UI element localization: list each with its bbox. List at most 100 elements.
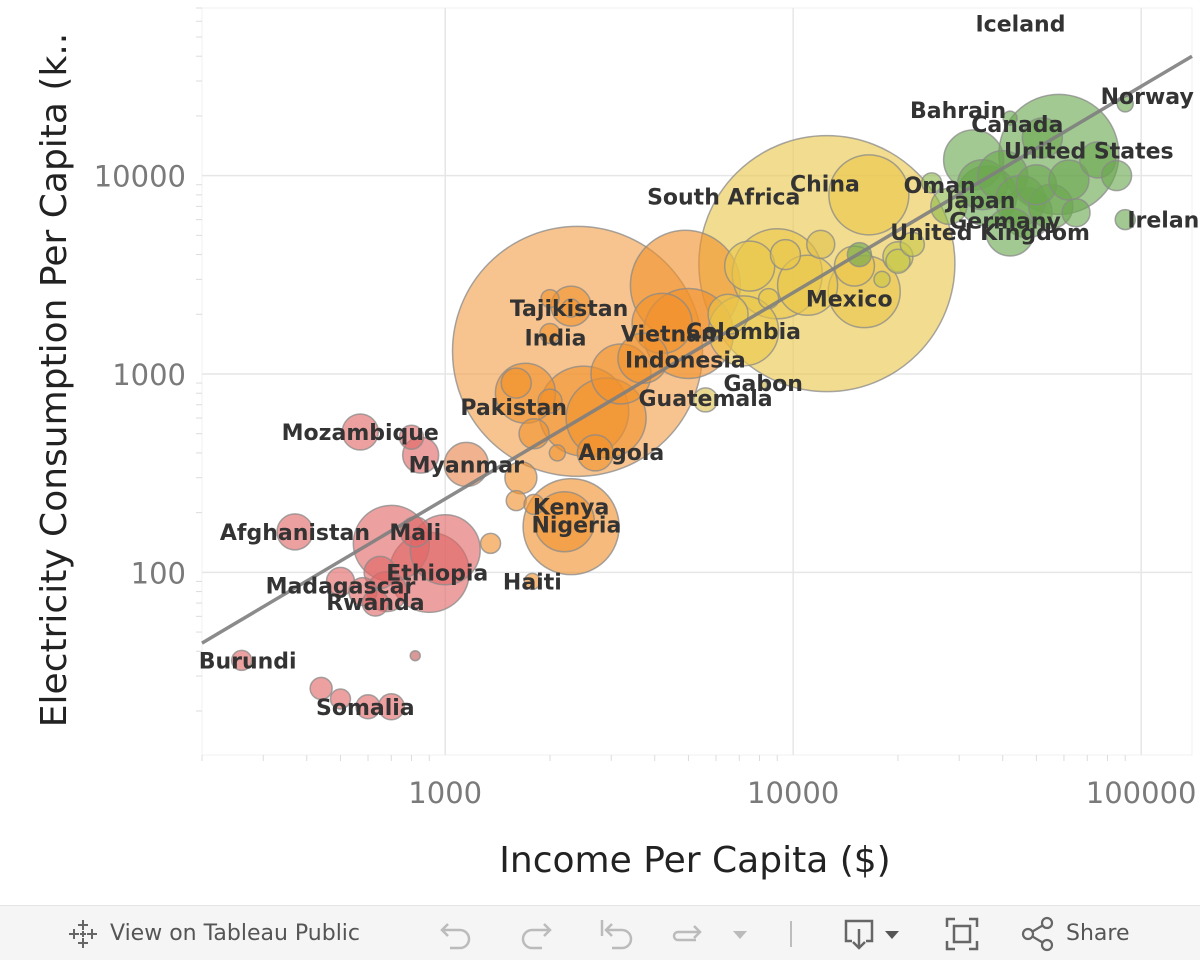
bubble[interactable]	[1114, 208, 1136, 231]
download-button[interactable]	[842, 906, 902, 961]
bubble[interactable]	[355, 694, 381, 720]
point-label: Myanmar	[409, 453, 525, 478]
bubble[interactable]	[398, 424, 425, 450]
refresh-button[interactable]	[668, 906, 708, 961]
point-label: Ireland	[1127, 209, 1200, 234]
point-label: Ethiopia	[386, 561, 488, 586]
point-label: Burundi	[199, 649, 297, 674]
x-tick-label: 1000	[408, 776, 482, 810]
view-on-tableau-public-button[interactable]: View on Tableau Public	[66, 906, 360, 961]
point-label: Colombia	[686, 320, 801, 345]
chart-area: Iceland Bahrain Norway Canada United States O…	[34, 7, 1200, 881]
undo-icon	[440, 922, 471, 949]
bubble[interactable]	[985, 207, 1035, 257]
bubble[interactable]	[1061, 197, 1091, 228]
point-label: Rwanda	[326, 591, 424, 616]
share-label: Share	[1066, 921, 1130, 946]
bubbles	[230, 93, 1136, 721]
revert-icon	[600, 919, 633, 949]
bubble[interactable]	[230, 649, 253, 672]
bubble[interactable]	[873, 270, 891, 289]
bubble[interactable]	[899, 231, 926, 258]
bubble[interactable]	[361, 589, 390, 617]
bubble[interactable]	[561, 298, 581, 318]
bubble[interactable]	[309, 676, 333, 701]
point-label: Somalia	[316, 696, 415, 721]
y-axis-title: Electricity Consumption Per Capita (k..	[34, 33, 75, 727]
bubble[interactable]	[692, 387, 719, 413]
bubble[interactable]	[758, 380, 768, 390]
redo-button[interactable]	[518, 906, 554, 961]
point-label: Tajikistan	[510, 297, 628, 322]
point-label: Afghanistan	[220, 521, 370, 546]
share-icon	[1021, 916, 1054, 951]
x-tick-label: 10000	[747, 776, 839, 810]
point-label: Mali	[389, 521, 441, 546]
point-label: Norway	[1101, 85, 1194, 110]
point-label: South Africa	[647, 185, 800, 210]
x-tick-label: 100000	[1086, 776, 1197, 810]
bubble[interactable]	[1021, 117, 1064, 159]
point-label: China	[790, 173, 860, 198]
bubble[interactable]	[409, 649, 421, 662]
x-axis-title: Income Per Capita ($)	[499, 840, 890, 881]
download-icon	[844, 919, 874, 950]
point-label: Vietnam	[621, 323, 724, 348]
bubble[interactable]	[930, 187, 968, 226]
bubble[interactable]	[341, 413, 380, 451]
bubble[interactable]	[548, 444, 567, 462]
point-label: United States	[1004, 139, 1174, 164]
point-label: United Kingdom	[890, 221, 1090, 246]
bubble[interactable]	[505, 489, 527, 512]
y-tick-label: 1000	[112, 358, 186, 392]
bubble[interactable]	[523, 493, 545, 516]
tableau-logo-icon	[66, 917, 100, 951]
bubble[interactable]	[920, 172, 943, 194]
refresh-icon	[672, 924, 702, 941]
bubble[interactable]	[329, 688, 352, 710]
y-tick-label: 10000	[94, 160, 186, 194]
point-label: Indonesia	[625, 348, 746, 373]
point-label: Japan	[944, 189, 1015, 214]
bubble[interactable]	[885, 248, 911, 275]
point-label: Gabon	[723, 372, 802, 397]
redo-icon	[521, 922, 552, 949]
axis-ticks: 1000 10000 100000 100 1000 10000	[94, 160, 1197, 810]
point-label: Nigeria	[531, 514, 621, 539]
bubble[interactable]	[500, 367, 532, 399]
point-label: Mozambique	[282, 421, 439, 446]
bubble[interactable]	[723, 240, 776, 292]
bubble[interactable]	[533, 490, 596, 553]
point-label: India	[525, 326, 587, 351]
refresh-dropdown[interactable]	[730, 906, 750, 961]
bubble[interactable]	[479, 532, 502, 555]
fullscreen-button[interactable]	[944, 906, 980, 961]
bubble[interactable]	[805, 229, 836, 260]
tableau-toolbar: View on Tableau Public	[0, 905, 1200, 960]
undo-button[interactable]	[438, 906, 474, 961]
view-on-tableau-public-label: View on Tableau Public	[110, 921, 361, 946]
point-label: Bahrain	[910, 99, 1006, 124]
bubble[interactable]	[576, 434, 615, 472]
point-label: Iceland	[976, 13, 1066, 38]
bubble[interactable]	[1002, 110, 1018, 126]
point-label: Mexico	[806, 288, 893, 313]
bubble[interactable]	[276, 513, 314, 551]
bubble[interactable]	[539, 322, 561, 345]
bubble[interactable]	[828, 154, 910, 236]
bubble[interactable]	[769, 238, 802, 271]
bubble[interactable]	[518, 417, 550, 450]
bubble[interactable]	[523, 572, 542, 591]
point-label: Madagascar	[266, 574, 416, 599]
point-label: Pakistan	[460, 396, 567, 421]
share-button[interactable]: Share	[1020, 906, 1130, 961]
point-label: Germany	[949, 210, 1061, 235]
bubble[interactable]	[537, 388, 563, 414]
bubble[interactable]	[1100, 159, 1133, 192]
point-label: Oman	[904, 174, 976, 199]
point-label: Angola	[578, 441, 664, 466]
bubble[interactable]	[540, 288, 560, 309]
revert-button[interactable]	[598, 906, 634, 961]
